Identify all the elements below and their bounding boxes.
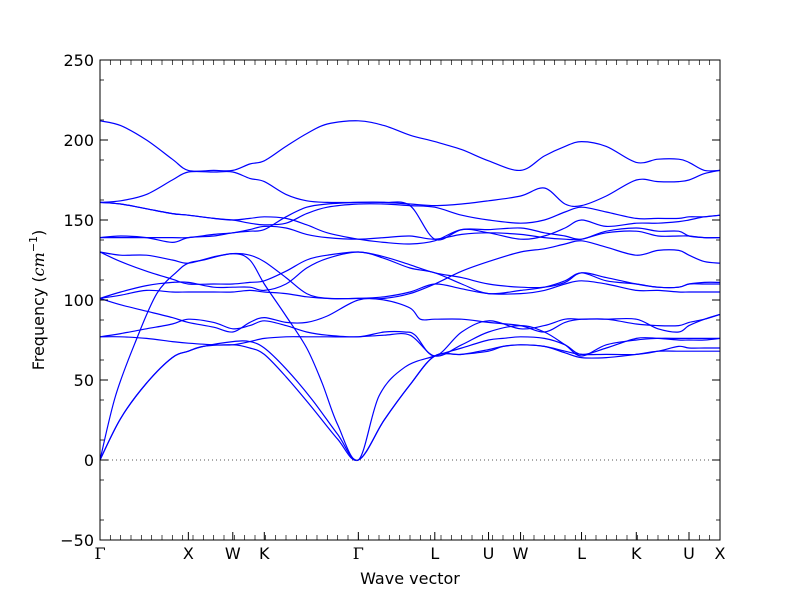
y-axis-label-exponent: −1: [27, 236, 40, 252]
plot-frame: [99, 59, 721, 541]
x-tick-label: Γ: [94, 544, 105, 563]
x-tick-label: K: [631, 544, 642, 563]
phonon-branch-7: [99, 280, 720, 300]
phonon-branch-5: [99, 313, 721, 357]
y-tick-label: 250: [63, 51, 94, 70]
y-tick-label: 150: [63, 211, 94, 230]
phonon-branch-6: [99, 297, 721, 333]
phonon-branch-13: [99, 201, 721, 245]
x-tick-label: W: [513, 544, 529, 563]
x-tick-label: L: [577, 544, 586, 563]
y-tick-label: 0: [84, 451, 94, 470]
x-tick-label: U: [683, 544, 695, 563]
x-tick-label: X: [183, 544, 194, 563]
y-axis-label-text: Frequency (: [29, 276, 48, 370]
series-layer: [99, 120, 721, 461]
tick-layer: [99, 59, 721, 541]
phonon-branch-14: [99, 201, 721, 226]
y-axis-label-close: ): [29, 230, 48, 236]
x-tick-label: Γ: [353, 544, 364, 563]
x-tick-label: K: [259, 544, 270, 563]
x-tick-label: U: [483, 544, 495, 563]
y-tick-label: 200: [63, 131, 94, 150]
phonon-branch-12: [100, 225, 721, 241]
phonon-branch-9: [99, 251, 721, 289]
y-axis-label: Frequency (cm−1): [27, 230, 48, 371]
x-tick-label: L: [430, 544, 439, 563]
y-tick-label: 50: [74, 371, 94, 390]
y-axis-label-unit: cm: [29, 252, 48, 276]
phonon-branch-10: [99, 240, 721, 300]
x-tick-label: W: [225, 544, 241, 563]
y-tick-label: 100: [63, 291, 94, 310]
phonon-branch-16: [99, 120, 721, 172]
phonon-branch-4: [99, 324, 720, 357]
x-tick-label: X: [715, 544, 726, 563]
phonon-branch-1: [99, 344, 720, 461]
y-tick-labels: −50 0 50 100 150 200 250: [60, 51, 94, 550]
phonon-branch-2: [99, 340, 720, 461]
phonon-branch-15: [99, 169, 721, 208]
y-tick-label: −50: [60, 531, 94, 550]
x-axis-label: Wave vector: [360, 569, 460, 588]
